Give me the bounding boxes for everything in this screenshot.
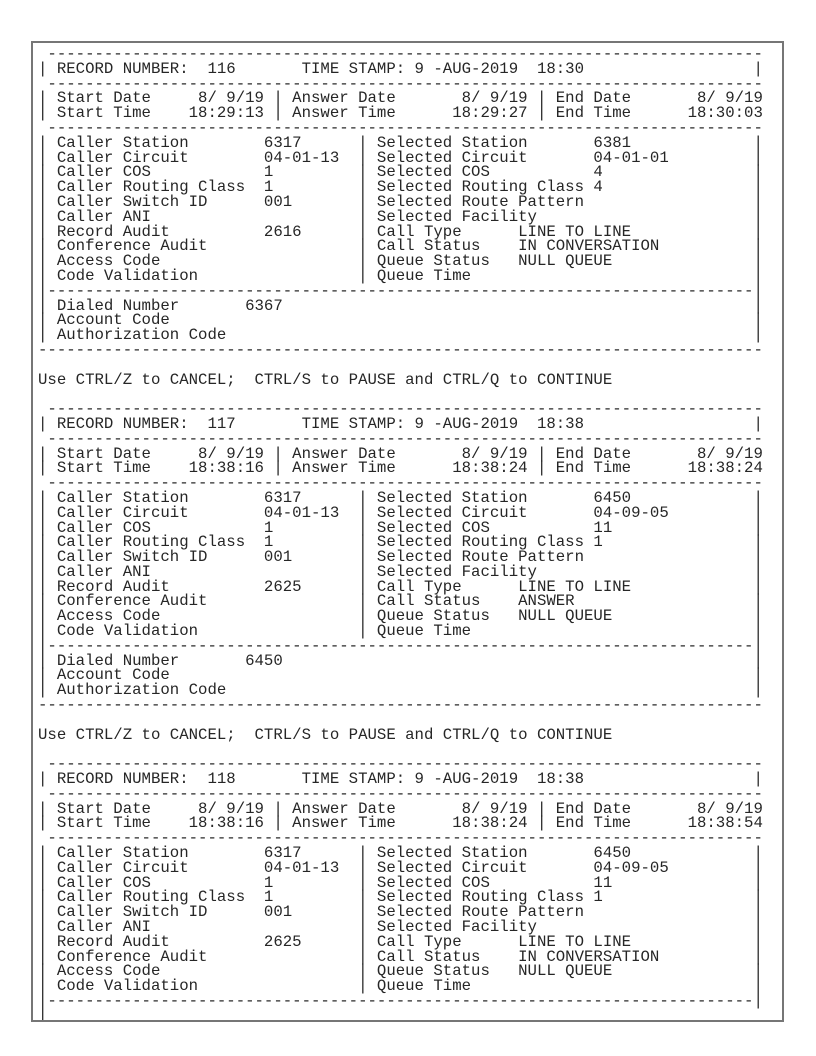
- separator-line: |---------------------------------------…: [38, 992, 763, 1010]
- detail-line: | Caller Circuit 04-01-13 | Selected Cir…: [38, 858, 763, 877]
- dialed-number-line: | Dialed Number 6367 |: [38, 296, 763, 315]
- pause-continue-prompt: Use CTRL/Z to CANCEL; CTRL/S to PAUSE an…: [38, 725, 613, 744]
- dates-line: | Start Date 8/ 9/19 | Answer Date 8/ 9/…: [38, 444, 763, 463]
- dates-line: | Start Time 18:38:16 | Answer Time 18:3…: [38, 459, 763, 478]
- record-header-line: | RECORD NUMBER: 117 TIME STAMP: 9 -AUG-…: [38, 414, 763, 433]
- separator-line: ----------------------------------------…: [38, 474, 763, 493]
- clipped-line: |: [38, 1006, 48, 1022]
- detail-line: | Caller Switch ID 001 | Selected Route …: [38, 548, 763, 567]
- separator-line: ----------------------------------------…: [38, 340, 763, 359]
- detail-line: | Caller Switch ID 001 | Selected Route …: [38, 192, 763, 211]
- detail-line: | Caller Routing Class 1 | Selected Rout…: [38, 888, 763, 907]
- detail-line: | Caller ANI | Selected Facility |: [38, 207, 763, 226]
- call-record: ----------------------------------------…: [38, 45, 782, 359]
- dates-line: | Start Date 8/ 9/19 | Answer Date 8/ 9/…: [38, 799, 763, 818]
- detail-line: | Caller Station 6317 | Selected Station…: [38, 488, 763, 507]
- authorization-code-line: | Authorization Code |: [38, 681, 763, 700]
- detail-line: | Caller ANI | Selected Facility |: [38, 562, 763, 581]
- record-header-line: | RECORD NUMBER: 118 TIME STAMP: 9 -AUG-…: [38, 770, 763, 789]
- separator-line: |---------------------------------------…: [38, 281, 763, 300]
- call-record: ----------------------------------------…: [38, 400, 782, 715]
- detail-line: | Caller ANI | Selected Facility |: [38, 918, 763, 937]
- separator-line: ----------------------------------------…: [38, 696, 763, 715]
- detail-line: | Conference Audit | Call Status ANSWER …: [38, 592, 763, 611]
- dates-line: | Start Time 18:38:16 | Answer Time 18:3…: [38, 814, 763, 833]
- separator-line: ----------------------------------------…: [38, 45, 763, 63]
- report-frame: ----------------------------------------…: [31, 41, 784, 1022]
- detail-line: | Code Validation | Queue Time |: [38, 266, 763, 285]
- detail-line: | Caller COS 1 | Selected COS 11 |: [38, 518, 763, 537]
- detail-line: | Caller Routing Class 1 | Selected Rout…: [38, 533, 763, 552]
- account-code-line: | Account Code |: [38, 666, 763, 685]
- cdr-report-output: ----------------------------------------…: [38, 45, 782, 1022]
- dates-line: | Start Time 18:29:13 | Answer Time 18:2…: [38, 104, 763, 123]
- separator-line: |---------------------------------------…: [38, 636, 763, 655]
- detail-line: | Access Code | Queue Status NULL QUEUE …: [38, 252, 763, 271]
- detail-line: | Caller COS 1 | Selected COS 4 |: [38, 163, 763, 182]
- call-record: ----------------------------------------…: [38, 755, 782, 1022]
- separator-line: ----------------------------------------…: [38, 429, 763, 448]
- separator-line: ----------------------------------------…: [38, 74, 763, 93]
- detail-line: | Access Code | Queue Status NULL QUEUE …: [38, 607, 763, 626]
- separator-line: ----------------------------------------…: [38, 118, 763, 137]
- detail-line: | Caller Switch ID 001 | Selected Route …: [38, 903, 763, 922]
- separator-line: ----------------------------------------…: [38, 784, 763, 803]
- detail-line: | Record Audit 2625 | Call Type LINE TO …: [38, 577, 763, 596]
- authorization-code-line: | Authorization Code |: [38, 326, 763, 345]
- detail-line: | Caller Circuit 04-01-13 | Selected Cir…: [38, 148, 763, 167]
- detail-line: | Code Validation | Queue Time |: [38, 622, 763, 641]
- detail-line: | Record Audit 2616 | Call Type LINE TO …: [38, 222, 763, 241]
- detail-line: | Conference Audit | Call Status IN CONV…: [38, 237, 763, 256]
- detail-line: | Caller Station 6317 | Selected Station…: [38, 133, 763, 152]
- separator-line: ----------------------------------------…: [38, 755, 763, 774]
- record-header-line: | RECORD NUMBER: 116 TIME STAMP: 9 -AUG-…: [38, 59, 763, 78]
- detail-line: | Caller Routing Class 1 | Selected Rout…: [38, 178, 763, 197]
- separator-line: ----------------------------------------…: [38, 400, 763, 419]
- detail-line: | Caller Station 6317 | Selected Station…: [38, 844, 763, 863]
- detail-line: | Caller Circuit 04-01-13 | Selected Cir…: [38, 503, 763, 522]
- pause-continue-prompt: Use CTRL/Z to CANCEL; CTRL/S to PAUSE an…: [38, 370, 613, 389]
- detail-line: | Code Validation | Queue Time |: [38, 977, 763, 996]
- detail-line: | Record Audit 2625 | Call Type LINE TO …: [38, 932, 763, 951]
- account-code-line: | Account Code |: [38, 311, 763, 330]
- dates-line: | Start Date 8/ 9/19 | Answer Date 8/ 9/…: [38, 89, 763, 108]
- detail-line: | Caller COS 1 | Selected COS 11 |: [38, 873, 763, 892]
- dialed-number-line: | Dialed Number 6450 |: [38, 651, 763, 670]
- detail-line: | Access Code | Queue Status NULL QUEUE …: [38, 962, 763, 981]
- detail-line: | Conference Audit | Call Status IN CONV…: [38, 947, 763, 966]
- separator-line: ----------------------------------------…: [38, 829, 763, 848]
